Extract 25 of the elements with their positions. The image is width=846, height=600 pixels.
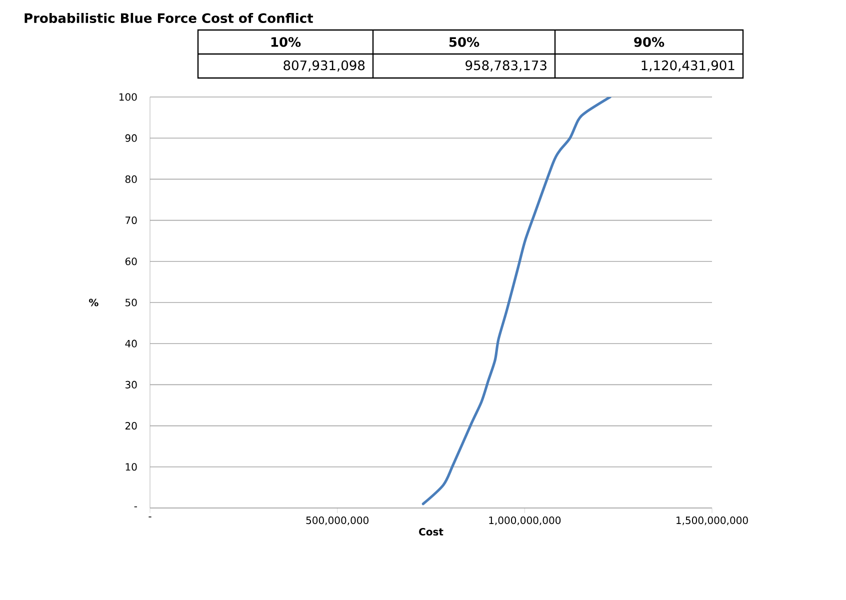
text: 958,783,173: [466, 60, 546, 72]
y-tick-label: 10: [126, 463, 137, 471]
text: 10%: [271, 37, 301, 47]
y-tick-label: -: [134, 506, 137, 508]
y-tick-label: 60: [125, 258, 137, 266]
y-tick-label: 90: [125, 134, 137, 142]
line-series: [422, 96, 612, 506]
y-tick-label: 50: [126, 298, 137, 306]
y-tick-label: 100: [119, 93, 137, 101]
text: 90%: [634, 37, 664, 47]
chart-title: Probabilistic Blue Force Cost of Conflict: [24, 12, 314, 24]
y-tick-label: 20: [125, 422, 137, 430]
y-tick-label: 40: [125, 340, 137, 348]
text: 807,931,098: [284, 60, 365, 72]
text: 50%: [449, 37, 480, 47]
y-axis-title: %: [89, 298, 98, 306]
y-tick-label: 70: [126, 216, 137, 224]
text: 1,120,431,901: [642, 60, 734, 72]
x-tick-label: -: [148, 516, 152, 518]
x-axis-title: Cost: [419, 528, 444, 536]
x-tick-label: 500,000,000: [306, 516, 368, 526]
y-tick-label: 80: [125, 175, 137, 183]
x-tick-label: 1,000,000,000: [489, 516, 561, 526]
y-tick-label: 30: [126, 380, 137, 388]
x-tick-label: 1,500,000,000: [676, 516, 748, 526]
